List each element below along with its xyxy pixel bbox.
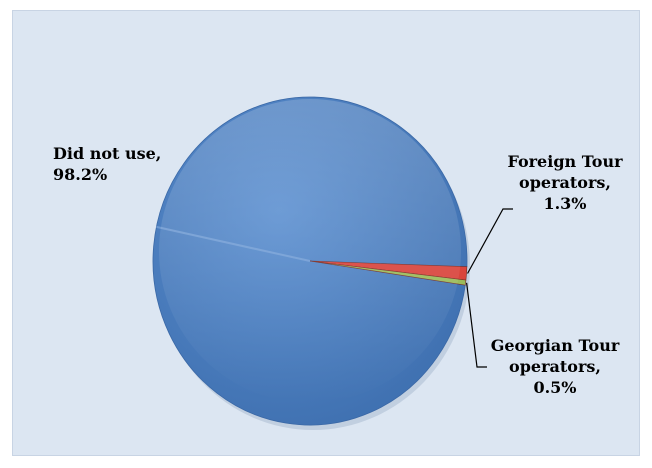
leader-line-foreign: [467, 208, 513, 274]
chart-area: Did not use, 98.2% Foreign Tour operator…: [12, 10, 640, 456]
pie-sheen: [159, 99, 461, 403]
leader-line-georgian: [466, 282, 487, 368]
slice-label-did-not-use: Did not use, 98.2%: [53, 144, 162, 184]
slice-label-georgian-tour-operators: Georgian Tour operators, 0.5%: [490, 336, 620, 397]
pie-chart: [152, 96, 513, 430]
slice-label-foreign-tour-operators: Foreign Tour operators, 1.3%: [507, 152, 623, 213]
